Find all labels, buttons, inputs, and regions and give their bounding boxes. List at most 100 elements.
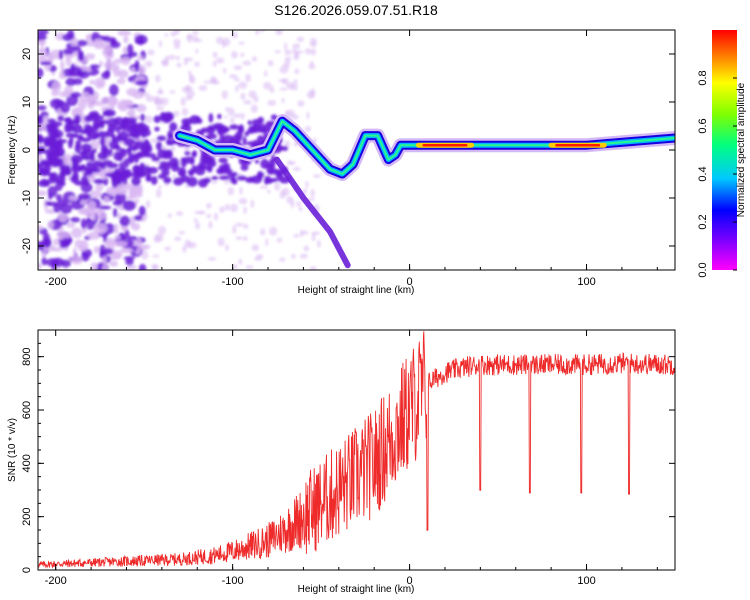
noise-blob (238, 41, 245, 45)
noise-blob (274, 182, 281, 191)
noise-blob (110, 104, 115, 110)
noise-blob (125, 195, 136, 200)
band-blob (38, 179, 50, 187)
band-blob (238, 124, 245, 134)
noise-blob (239, 186, 243, 195)
noise-blob (215, 36, 224, 45)
noise-blob (47, 220, 54, 230)
band-blob (137, 122, 147, 131)
noise-blob (281, 78, 289, 85)
noise-blob (72, 78, 83, 85)
band-blob (127, 133, 137, 138)
band-blob (190, 157, 195, 166)
noise-blob (43, 237, 52, 248)
noise-blob (117, 70, 123, 75)
noise-blob (227, 186, 235, 196)
band-blob (223, 162, 231, 172)
spectrogram-ylabel: Frequency (Hz) (7, 116, 18, 185)
band-blob (213, 122, 224, 129)
noise-blob (229, 116, 235, 124)
y-tick-label: 10 (21, 96, 33, 108)
figure-title: S126.2026.059.07.51.R18 (274, 2, 438, 18)
band-blob (171, 162, 180, 172)
noise-blob (230, 50, 238, 59)
band-blob (140, 113, 145, 122)
noise-blob (310, 188, 315, 198)
band-blob (240, 164, 249, 171)
noise-blob (225, 244, 229, 252)
x-tick-label: 100 (577, 575, 595, 587)
band-blob (216, 167, 224, 175)
noise-blob (114, 192, 127, 204)
colorbar (712, 30, 737, 270)
band-blob (145, 140, 151, 149)
noise-blob (147, 63, 151, 68)
band-blob (159, 111, 167, 122)
noise-blob (123, 256, 135, 261)
noise-blob (76, 39, 88, 47)
noise-blob (311, 233, 316, 242)
noise-blob (60, 60, 65, 72)
noise-blob (103, 196, 110, 204)
noise-blob (292, 43, 301, 50)
band-blob (71, 165, 77, 173)
noise-blob (281, 97, 285, 104)
noise-blob (267, 99, 277, 106)
noise-blob (296, 36, 304, 42)
band-blob (222, 134, 234, 144)
x-tick-label: -100 (222, 575, 244, 587)
band-blob (153, 115, 162, 124)
noise-blob (158, 87, 163, 95)
noise-blob (293, 79, 298, 84)
noise-blob (135, 80, 148, 86)
noise-blob (210, 76, 217, 83)
noise-blob (235, 222, 244, 227)
noise-blob (186, 83, 190, 92)
band-blob (38, 134, 44, 144)
noise-blob (68, 195, 79, 201)
noise-blob (229, 203, 239, 213)
x-tick-label: 0 (407, 276, 413, 288)
noise-blob (304, 125, 312, 133)
noise-blob (251, 244, 260, 252)
band-blob (180, 175, 190, 183)
noise-blob (38, 262, 42, 269)
noise-blob (136, 185, 142, 195)
noise-blob (176, 62, 182, 68)
band-blob (139, 128, 151, 137)
band-blob (131, 176, 141, 187)
band-blob (60, 166, 70, 174)
noise-blob (109, 84, 119, 97)
noise-blob (242, 236, 248, 241)
band-blob (44, 148, 56, 157)
noise-blob (120, 56, 131, 66)
noise-blob (51, 89, 59, 97)
band-blob (133, 141, 146, 146)
noise-blob (128, 106, 136, 119)
band-blob (99, 137, 106, 147)
noise-blob (47, 192, 53, 200)
band-blob (169, 122, 178, 132)
noise-blob (102, 111, 113, 117)
band-blob (192, 150, 198, 157)
noise-blob (222, 67, 227, 74)
noise-blob (91, 209, 97, 222)
noise-blob (176, 55, 180, 61)
noise-blob (70, 63, 76, 73)
noise-blob (290, 254, 296, 259)
x-tick-label: -200 (45, 276, 67, 288)
noise-blob (240, 112, 245, 120)
noise-blob (221, 90, 229, 100)
band-blob (219, 133, 225, 142)
noise-blob (70, 91, 82, 98)
noise-blob (113, 66, 119, 77)
noise-blob (104, 48, 114, 61)
noise-blob (184, 57, 194, 62)
noise-blob (134, 59, 140, 72)
noise-blob (192, 30, 199, 35)
noise-blob (130, 67, 137, 73)
band-blob (198, 178, 208, 188)
noise-blob (66, 222, 76, 229)
band-blob (155, 141, 163, 151)
noise-blob (206, 202, 212, 209)
